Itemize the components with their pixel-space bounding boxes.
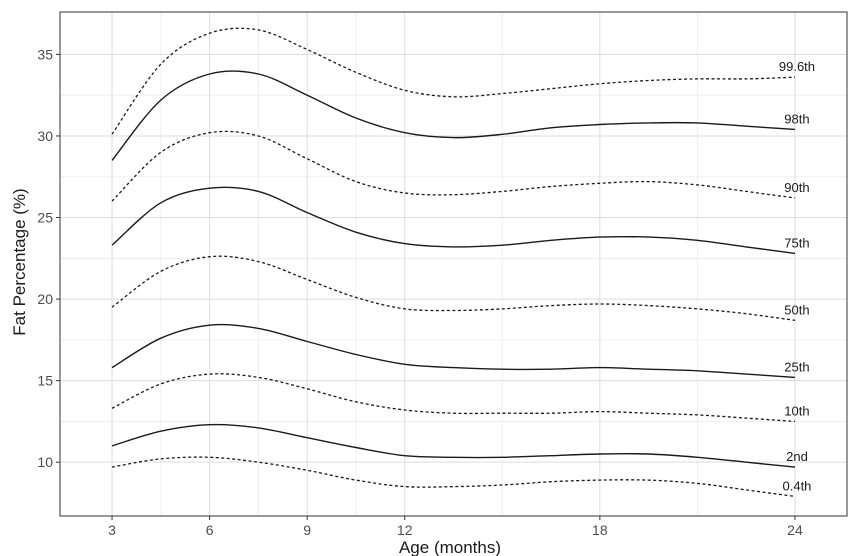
x-tick-label: 6 [206,522,214,538]
y-tick-label: 30 [37,128,53,144]
x-tick-label: 12 [397,522,413,538]
series-line-0-4th [111,456,796,498]
y-axis-title: Fat Percentage (%) [10,188,29,335]
series-line-75th [111,186,796,255]
series-lines [111,27,796,498]
series-line-90th [111,130,796,202]
series-label-75th: 75th [784,235,809,250]
x-axis-title: Age (months) [399,538,501,556]
y-tick-label: 35 [37,46,53,62]
series-label-25th: 25th [784,359,809,374]
series-line-2nd [111,423,796,468]
series-label-99-6th: 99.6th [779,59,815,74]
x-tick-label: 24 [787,522,803,538]
x-axis-ticks: 3 6 9 12 18 24 [108,516,803,538]
series-line-25th [111,323,796,379]
y-tick-label: 25 [37,210,53,226]
y-tick-label: 10 [37,454,53,470]
y-axis-ticks: 10 15 20 25 30 35 [37,46,60,470]
series-line-50th [111,255,796,321]
series-label-90th: 90th [784,180,809,195]
y-tick-label: 15 [37,373,53,389]
series-label-10th: 10th [784,403,809,418]
series-label-98th: 98th [784,111,809,126]
x-tick-label: 18 [592,522,608,538]
x-tick-label: 3 [108,522,116,538]
series-line-98th [111,70,796,161]
series-label-50th: 50th [784,302,809,317]
series-line-10th [111,373,796,423]
series-labels: 99.6th 98th 90th 75th 50th 25th 10th 2nd 0.4th [779,59,815,493]
series-line-99-6th [111,27,796,135]
plot-border [59,11,848,517]
series-label-0-4th: 0.4th [783,478,812,493]
y-tick-label: 20 [37,291,53,307]
x-tick-label: 9 [303,522,311,538]
grid [60,12,847,516]
series-label-2nd: 2nd [786,449,808,464]
